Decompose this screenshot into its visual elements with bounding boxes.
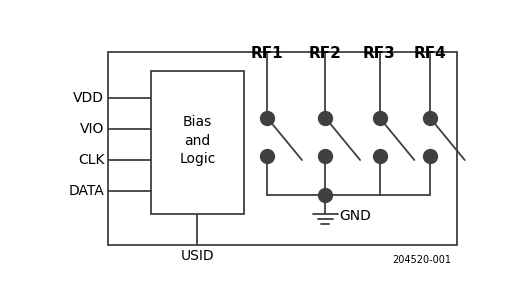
Text: USID: USID [181, 249, 214, 262]
Text: DATA: DATA [69, 184, 104, 198]
Text: CLK: CLK [78, 153, 104, 167]
Bar [151, 72, 244, 214]
Bar [108, 52, 457, 245]
Text: GND: GND [339, 209, 371, 223]
Text: RF2: RF2 [309, 46, 342, 61]
Text: 204520-001: 204520-001 [393, 255, 452, 265]
Text: Bias
and
Logic: Bias and Logic [179, 115, 216, 166]
Text: RF3: RF3 [363, 46, 396, 61]
Text: RF1: RF1 [251, 46, 284, 61]
Text: VIO: VIO [80, 122, 104, 136]
Text: RF4: RF4 [414, 46, 446, 61]
Text: VDD: VDD [74, 91, 104, 105]
